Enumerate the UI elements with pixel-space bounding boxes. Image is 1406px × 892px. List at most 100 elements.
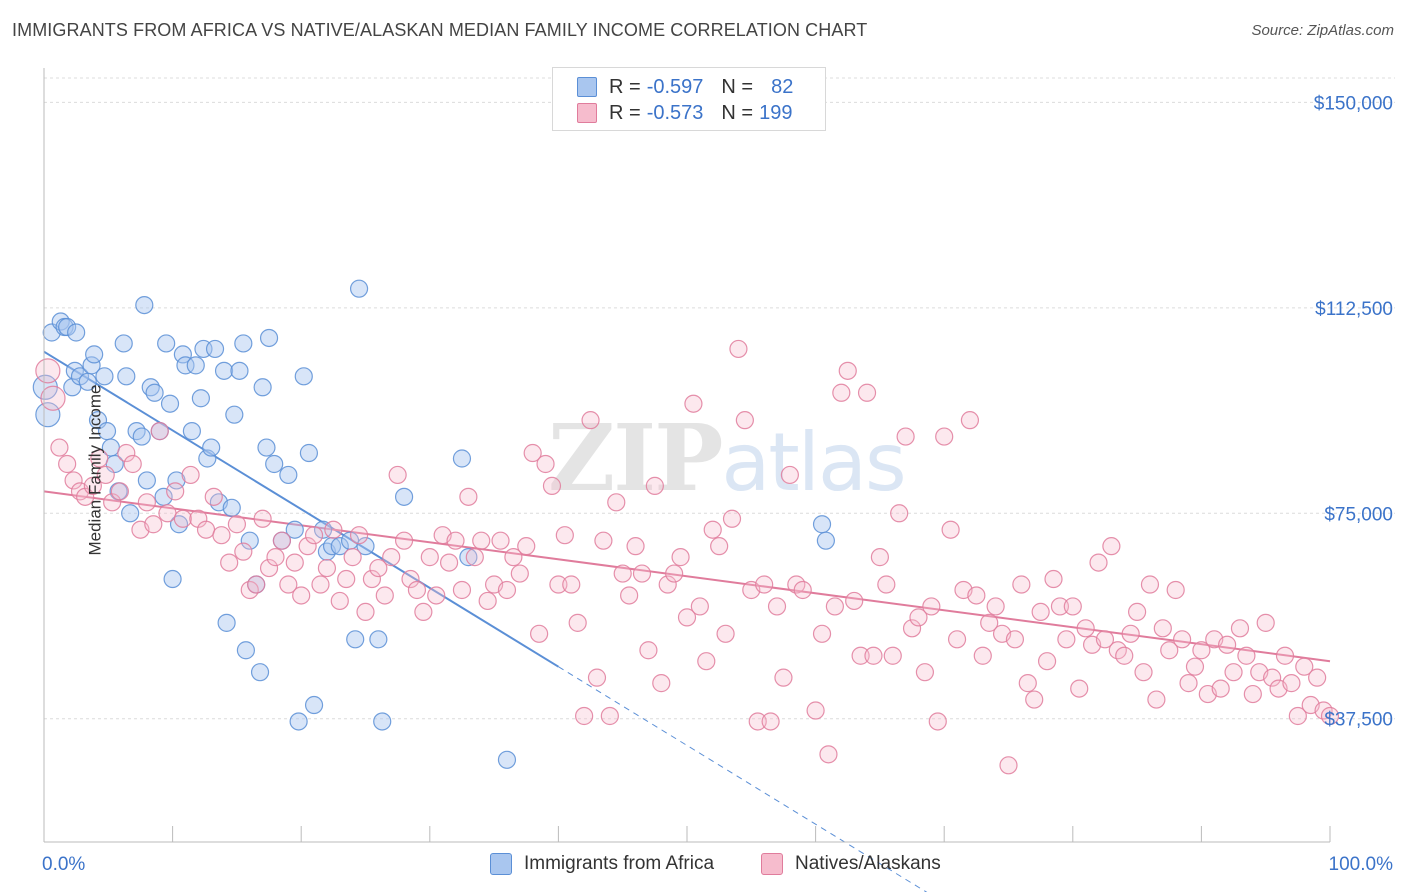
point-natives [890, 504, 909, 523]
bottom-legend-swatch-natives [761, 853, 783, 875]
chart-source: Source: ZipAtlas.com [1251, 22, 1394, 39]
point-natives [639, 641, 658, 660]
point-africa [230, 361, 249, 380]
point-africa [459, 548, 478, 567]
point-natives [735, 411, 754, 430]
point-natives [825, 597, 844, 616]
point-natives [1160, 641, 1179, 660]
point-africa [214, 361, 234, 380]
point-natives [1282, 674, 1301, 693]
point-natives [478, 591, 497, 611]
point-natives [922, 597, 941, 616]
point-africa [250, 663, 270, 682]
legend-swatch-natives [577, 103, 597, 123]
point-natives [677, 608, 697, 627]
point-africa [304, 695, 324, 715]
point-natives [504, 548, 523, 567]
point-natives [64, 471, 83, 490]
point-africa [67, 323, 86, 342]
point-africa [373, 712, 392, 731]
point-natives [1166, 580, 1185, 600]
point-natives [581, 411, 600, 430]
point-natives [317, 558, 337, 578]
point-africa [114, 334, 133, 353]
point-africa [182, 422, 201, 441]
point-africa [145, 383, 164, 402]
point-natives [452, 580, 472, 600]
point-africa [58, 317, 77, 337]
point-natives [259, 558, 279, 578]
point-africa [121, 504, 140, 523]
point-africa [163, 569, 182, 589]
watermark: ZIPatlas [548, 404, 907, 512]
point-natives [845, 591, 864, 611]
point-africa [82, 356, 101, 375]
point-natives [517, 537, 536, 556]
trend-line-natives [43, 490, 1331, 663]
point-natives [1044, 569, 1063, 589]
point-natives [247, 575, 266, 594]
point-africa [157, 334, 176, 353]
y-tick-label: $37,500 [1324, 710, 1393, 731]
point-natives [986, 597, 1005, 616]
point-natives [761, 712, 780, 731]
point-natives [620, 586, 639, 605]
point-natives [1076, 619, 1095, 638]
point-natives [812, 624, 832, 643]
point-natives [909, 608, 928, 627]
point-natives [220, 553, 239, 572]
point-natives [832, 383, 851, 402]
point-natives [896, 427, 915, 446]
point-natives [864, 646, 883, 665]
point-natives [401, 569, 420, 589]
bottom-legend-africa: Immigrants from Africa [490, 851, 714, 877]
legend-n-value: 199 [759, 101, 793, 124]
point-africa [236, 641, 256, 660]
point-natives [960, 411, 980, 430]
trend-line-africa [43, 350, 559, 668]
point-natives [1025, 690, 1044, 709]
point-africa [299, 443, 319, 463]
point-natives [562, 575, 581, 594]
legend-swatch-africa [577, 77, 597, 97]
y-tick-label: $75,000 [1324, 504, 1393, 525]
point-natives [806, 701, 825, 720]
point-natives [35, 358, 61, 384]
point-natives [304, 526, 324, 545]
point-natives [684, 394, 703, 413]
point-natives [1050, 597, 1070, 616]
point-africa [279, 465, 298, 485]
x-tick-label-min: 0.0% [42, 854, 85, 875]
point-natives [1037, 652, 1057, 671]
point-natives [1063, 597, 1082, 616]
point-natives [594, 531, 613, 550]
legend-row-africa: R = -0.597 N = 82 [577, 75, 793, 99]
point-natives [50, 438, 69, 457]
point-natives [935, 427, 954, 446]
point-natives [158, 504, 177, 523]
point-natives [510, 564, 529, 583]
point-natives [407, 580, 427, 600]
point-natives [697, 652, 716, 671]
point-natives [337, 569, 356, 589]
point-natives [568, 613, 587, 632]
point-africa [294, 367, 313, 386]
point-natives [253, 509, 272, 528]
point-natives [1031, 602, 1050, 622]
point-natives [755, 575, 774, 594]
point-natives [530, 624, 549, 643]
point-natives [671, 548, 690, 567]
point-africa [135, 296, 154, 315]
point-natives [144, 515, 163, 534]
point-africa [812, 515, 832, 534]
point-africa [176, 356, 195, 375]
point-natives [767, 597, 787, 616]
point-natives [857, 383, 877, 402]
point-africa [346, 630, 365, 649]
point-natives [1243, 684, 1262, 704]
point-natives [902, 619, 922, 638]
point-natives [851, 646, 870, 665]
point-natives [58, 454, 77, 474]
point-natives [703, 520, 722, 539]
